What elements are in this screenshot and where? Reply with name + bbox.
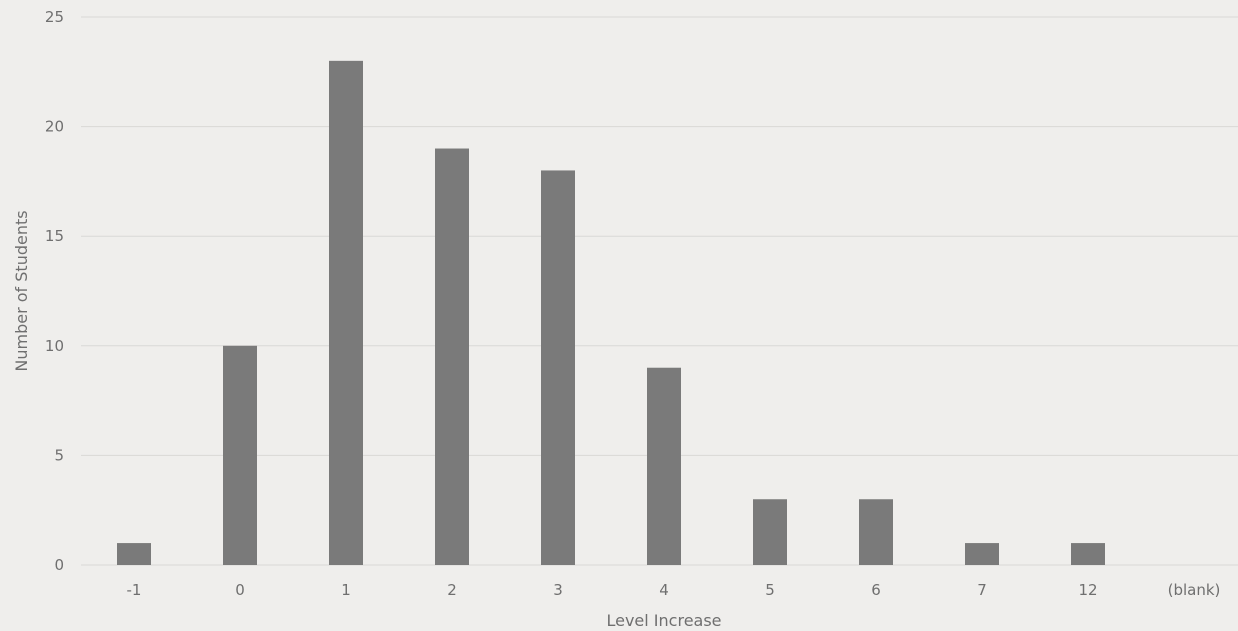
x-tick-label: -1: [127, 581, 142, 599]
y-tick-label: 5: [54, 446, 64, 464]
bar-1: [329, 60, 363, 566]
y-tick-label: 20: [45, 118, 64, 136]
x-tick-label: 7: [977, 581, 987, 599]
bar-6: [859, 499, 893, 565]
y-tick-label: 10: [45, 337, 64, 355]
bar--1: [117, 543, 151, 565]
x-tick-label: 4: [659, 581, 669, 599]
gridlines: [81, 16, 1238, 566]
bars: [117, 60, 1105, 566]
x-tick-label: 5: [765, 581, 775, 599]
x-axis-ticks: -1 0 1 2 3 4 5 6 7 12 (blank): [127, 581, 1221, 599]
bar-12: [1071, 543, 1105, 565]
bar-4: [647, 367, 681, 565]
x-tick-label: 3: [553, 581, 563, 599]
x-tick-label: 6: [871, 581, 881, 599]
y-axis-ticks: 0 5 10 15 20 25: [45, 8, 64, 574]
x-tick-label: 2: [447, 581, 457, 599]
y-axis-title: Number of Students: [12, 210, 31, 371]
x-tick-label: 0: [235, 581, 245, 599]
y-tick-label: 0: [54, 556, 64, 574]
bar-5: [753, 499, 787, 565]
bar-2: [435, 148, 469, 565]
x-tick-label: 1: [341, 581, 351, 599]
x-tick-label: (blank): [1168, 581, 1221, 599]
bar-7: [965, 543, 999, 565]
y-tick-label: 15: [45, 227, 64, 245]
x-tick-label: 12: [1078, 581, 1097, 599]
bar-3: [541, 170, 575, 565]
y-tick-label: 25: [45, 8, 64, 26]
bar-0: [223, 345, 257, 565]
x-axis-title: Level Increase: [606, 611, 721, 630]
